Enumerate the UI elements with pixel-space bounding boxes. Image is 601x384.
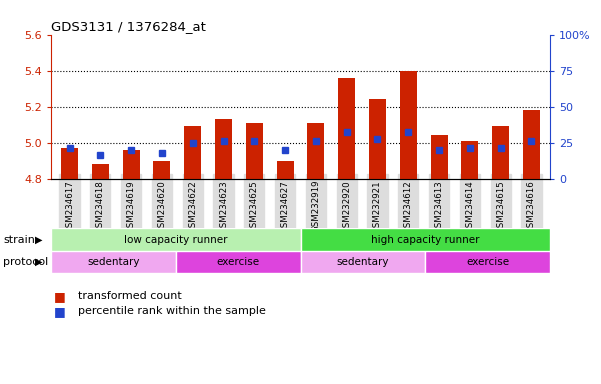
Bar xyxy=(400,71,416,179)
Bar xyxy=(523,110,540,179)
Bar xyxy=(215,119,232,179)
Bar xyxy=(430,136,448,179)
Bar xyxy=(462,141,478,179)
Bar xyxy=(246,123,263,179)
Bar xyxy=(300,228,550,251)
Bar xyxy=(51,228,300,251)
Bar xyxy=(276,161,293,179)
Text: ■: ■ xyxy=(54,290,66,303)
Text: GDS3131 / 1376284_at: GDS3131 / 1376284_at xyxy=(51,20,206,33)
Text: sedentary: sedentary xyxy=(87,257,139,267)
Bar xyxy=(308,123,325,179)
Bar xyxy=(300,251,426,273)
Text: ▶: ▶ xyxy=(35,235,42,245)
Text: sedentary: sedentary xyxy=(337,257,389,267)
Text: ■: ■ xyxy=(54,305,66,318)
Text: exercise: exercise xyxy=(466,257,509,267)
Text: protocol: protocol xyxy=(3,257,48,267)
Bar xyxy=(492,126,509,179)
Text: exercise: exercise xyxy=(216,257,260,267)
Text: percentile rank within the sample: percentile rank within the sample xyxy=(78,306,266,316)
Bar xyxy=(123,150,139,179)
Bar xyxy=(369,99,386,179)
Text: transformed count: transformed count xyxy=(78,291,182,301)
Bar xyxy=(426,251,550,273)
Bar xyxy=(92,164,109,179)
Bar xyxy=(51,251,176,273)
Text: strain: strain xyxy=(3,235,35,245)
Bar xyxy=(153,161,171,179)
Bar xyxy=(338,78,355,179)
Text: low capacity runner: low capacity runner xyxy=(124,235,228,245)
Bar xyxy=(185,126,201,179)
Bar xyxy=(176,251,300,273)
Bar xyxy=(61,148,78,179)
Text: ▶: ▶ xyxy=(35,257,42,267)
Text: high capacity runner: high capacity runner xyxy=(371,235,480,245)
